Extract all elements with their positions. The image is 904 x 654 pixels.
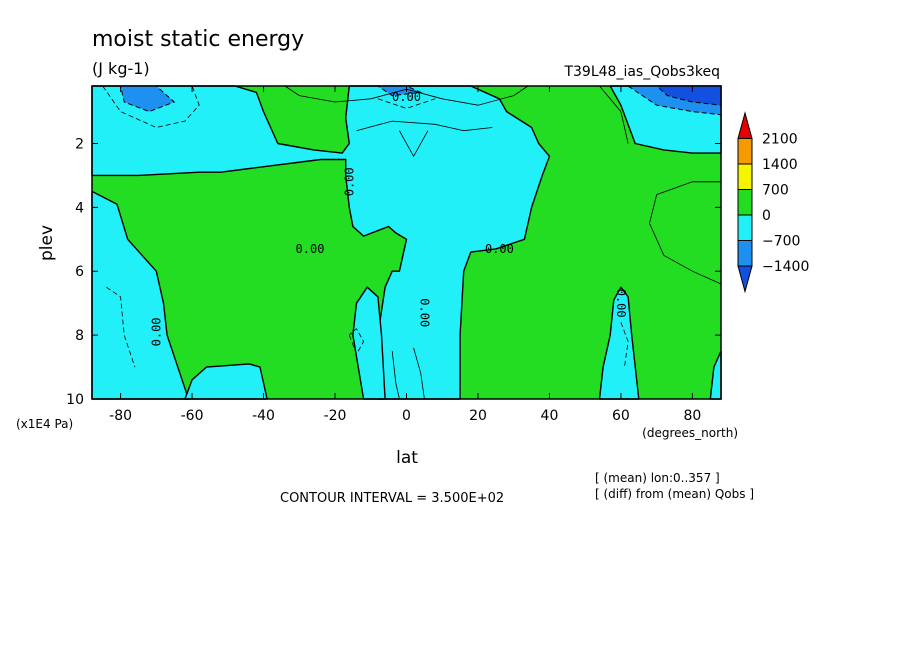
chart-title: moist static energy: [92, 27, 304, 52]
negative-region-3: [352, 286, 386, 400]
colorbar-label-0: 2100: [762, 132, 798, 148]
contour-label-1: 0.00: [342, 167, 356, 196]
thin-contour-1: [356, 120, 493, 132]
contour-label-4: 0.00: [417, 298, 431, 327]
colorbar-label-3: 0: [762, 208, 771, 224]
x-tick-label-4: 0: [402, 408, 411, 424]
thin-contour-3: [599, 85, 629, 144]
x-tick-label-0: -80: [109, 408, 132, 424]
colorbar: 2100 1400 700 0 −700 −1400: [737, 111, 809, 294]
contour-label-6: 0.00: [614, 289, 628, 318]
y-axis-units: (x1E4 Pa): [16, 417, 73, 431]
colorbar-label-2: 700: [762, 183, 789, 199]
y-tick-label-3: 8: [75, 328, 84, 344]
chart-units: (J kg-1): [92, 59, 150, 78]
colorbar-extend-max: [737, 111, 753, 139]
x-tick-label-2: -40: [252, 408, 275, 424]
x-tick-label-7: 60: [612, 408, 630, 424]
note-diff-from: [ (diff) from (mean) Qobs ]: [595, 487, 754, 501]
colorbar-label-1: 1400: [762, 157, 798, 173]
negative-region-4: [598, 286, 640, 400]
x-tick-label-6: 40: [541, 408, 559, 424]
contour-label-3: 0.00: [485, 242, 514, 256]
y-tick-label-1: 4: [75, 200, 84, 216]
contour-label-5: 0.00: [149, 317, 163, 346]
contour-interval-text: CONTOUR INTERVAL = 3.500E+02: [280, 491, 504, 506]
run-label: T39L48_ias_Qobs3keq: [563, 64, 720, 80]
colorbar-segment-4: [737, 214, 753, 241]
x-axis-units: (degrees_north): [642, 426, 738, 440]
y-axis-label: plev: [37, 225, 57, 261]
contour-label-0: 0.00: [392, 90, 421, 104]
colorbar-label-5: −1400: [762, 259, 809, 275]
strong-negative-region-0: [119, 85, 176, 113]
x-tick-label-1: -60: [181, 408, 204, 424]
contour-label-2: 0.00: [296, 242, 325, 256]
note-mean-lon: [ (mean) lon:0..357 ]: [595, 471, 720, 485]
contour-labels: 0.00 0.00 0.00 0.00 0.00 0.00 0.00: [149, 90, 628, 346]
y-tick-label-0: 2: [75, 136, 84, 152]
thin-contour-4: [649, 181, 722, 285]
x-tick-label-3: -20: [324, 408, 347, 424]
very-strong-negative-region-0: [655, 85, 722, 106]
thin-contour-8: [620, 322, 629, 368]
x-axis-label: lat: [396, 448, 418, 468]
x-axis: -80 -60 -40 -20 0 20 40 60 80: [109, 86, 701, 424]
thin-contour-2: [399, 130, 429, 158]
y-axis: 2 4 6 8 10: [66, 136, 721, 408]
colorbar-extend-min: [737, 265, 753, 294]
colorbar-segment-3: [737, 189, 753, 216]
x-tick-label-8: 80: [683, 408, 701, 424]
thin-contour-5: [102, 85, 200, 128]
thin-contour-6: [106, 286, 136, 368]
colorbar-segment-2: [737, 163, 753, 190]
thin-contour-11: [377, 98, 436, 109]
colorbar-segment-5: [737, 240, 753, 267]
plot-area: 0.00 0.00 0.00 0.00 0.00 0.00 0.00: [91, 85, 722, 400]
thin-contour-7: [348, 328, 365, 356]
y-tick-label-2: 6: [75, 264, 84, 280]
x-tick-label-5: 20: [469, 408, 487, 424]
colorbar-label-4: −700: [762, 234, 800, 250]
y-tick-label-4: 10: [66, 392, 84, 408]
thin-contour-9: [391, 351, 400, 400]
fill-layer: [91, 85, 722, 400]
colorbar-segment-1: [737, 138, 753, 165]
negative-region-0: [91, 85, 551, 400]
thin-contour-10: [413, 347, 425, 400]
